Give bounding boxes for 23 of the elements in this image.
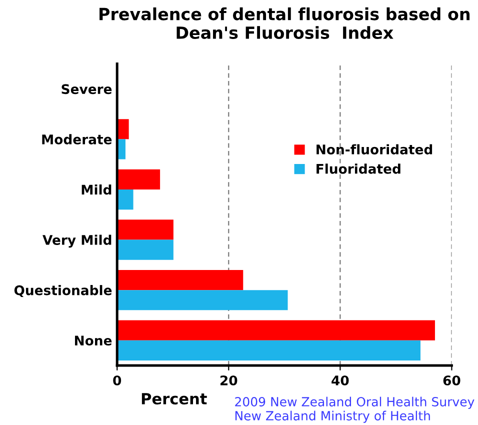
y-tick-label: Very Mild — [42, 234, 112, 248]
bar — [117, 169, 160, 190]
bar — [117, 270, 244, 290]
x-tick-label: 0 — [113, 375, 122, 386]
bar — [117, 240, 174, 260]
y-tick-label: Questionable — [14, 285, 112, 297]
x-tick-label: 20 — [220, 375, 238, 386]
bar — [117, 220, 174, 240]
bar — [117, 189, 134, 210]
chart-title: Prevalence of dental fluorosis based on Dean's Fluorosis Index — [100, 7, 470, 39]
x-tick-label: 60 — [443, 375, 460, 386]
legend-label: Non-fluoridated — [316, 144, 432, 154]
bar — [117, 340, 420, 360]
bar — [117, 290, 288, 310]
x-tick-label: 40 — [332, 375, 349, 386]
text: 2009 New Zealand Oral Health Survey New Zealand Ministry of Health — [235, 396, 474, 423]
legend-label: Fluoridated — [316, 164, 400, 174]
x-axis-title: Percent — [142, 393, 207, 404]
bar — [117, 320, 435, 340]
y-tick-label: None — [75, 336, 112, 346]
y-tick-label: Moderate — [42, 134, 112, 144]
y-tick-label: Severe — [62, 84, 112, 94]
y-tick-label: Mild — [82, 184, 112, 195]
